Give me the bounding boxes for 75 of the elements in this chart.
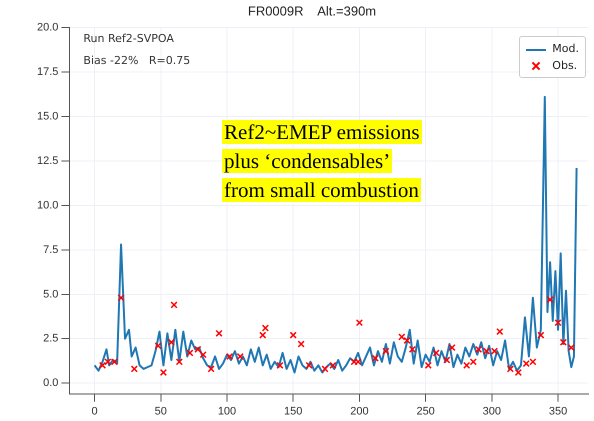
x-tick-label: 100: [218, 405, 236, 418]
annotation: Ref2~EMEP emissions: [222, 120, 422, 144]
point: [298, 340, 305, 348]
point: [424, 362, 432, 369]
annotation: from small combustion: [222, 178, 421, 202]
point: [356, 319, 363, 326]
point: [236, 352, 244, 360]
point: [104, 358, 112, 366]
point: [176, 358, 183, 366]
point: [506, 365, 514, 372]
point: [208, 365, 215, 372]
annotation: plus ‘condensables’: [222, 149, 392, 173]
y-tick-label: 17.5: [36, 66, 58, 78]
point: [276, 362, 284, 369]
point: [522, 360, 530, 368]
point: [568, 344, 575, 352]
point: [448, 344, 456, 352]
point: [350, 358, 358, 366]
y-tick-label: 12.5: [36, 154, 58, 167]
point: [482, 348, 490, 355]
point: [432, 349, 440, 356]
point: [200, 351, 207, 358]
legend-label: Obs.: [552, 59, 578, 72]
point: [186, 349, 194, 356]
y-tick-label: 7.5: [43, 244, 58, 256]
point: [329, 362, 337, 369]
point: [490, 348, 498, 355]
x-tick-label: 300: [482, 405, 502, 418]
point: [321, 365, 329, 372]
point: [306, 362, 313, 369]
point: [215, 330, 223, 337]
point: [514, 368, 522, 376]
point: [354, 358, 362, 366]
point: [537, 332, 544, 339]
y-tick-label: 0.0: [43, 377, 58, 390]
point: [226, 352, 234, 360]
annotation: Bias -22% R=0.75: [83, 54, 190, 67]
point: [496, 328, 504, 336]
point: [170, 301, 178, 308]
y-tick-label: 10.0: [36, 199, 58, 212]
legend-label: Mod.: [552, 42, 579, 55]
point: [554, 319, 562, 326]
annotation: Run Ref2-SVPOA: [83, 32, 174, 45]
point: [98, 362, 106, 369]
x-tick-label: 150: [284, 405, 302, 418]
x-tick-label: 250: [416, 405, 435, 418]
point: [463, 362, 470, 369]
point: [160, 368, 168, 376]
point: [382, 348, 390, 355]
y-tick-label: 5.0: [43, 288, 58, 300]
point: [529, 358, 536, 366]
point: [408, 346, 416, 353]
point: [470, 358, 477, 366]
point: [117, 294, 125, 302]
point: [130, 365, 138, 372]
point: [290, 332, 297, 339]
point: [110, 358, 118, 366]
point: [475, 346, 482, 353]
point: [443, 356, 450, 364]
x-tick-label: 50: [154, 405, 167, 418]
y-tick-label: 2.5: [43, 332, 58, 345]
chart-title: FR0009R Alt.=390m: [248, 3, 376, 18]
point: [560, 338, 567, 346]
point: [154, 342, 162, 350]
x-tick-label: 350: [548, 405, 568, 418]
point: [546, 296, 554, 304]
y-tick-label: 20.0: [36, 22, 58, 34]
point: [372, 354, 379, 362]
point: [168, 338, 175, 346]
x-tick-label: 0: [92, 405, 98, 418]
point: [404, 336, 411, 344]
x-tick-label: 200: [350, 405, 369, 418]
y-tick-label: 15.0: [36, 110, 58, 123]
point: [398, 333, 406, 340]
point: [194, 346, 202, 353]
